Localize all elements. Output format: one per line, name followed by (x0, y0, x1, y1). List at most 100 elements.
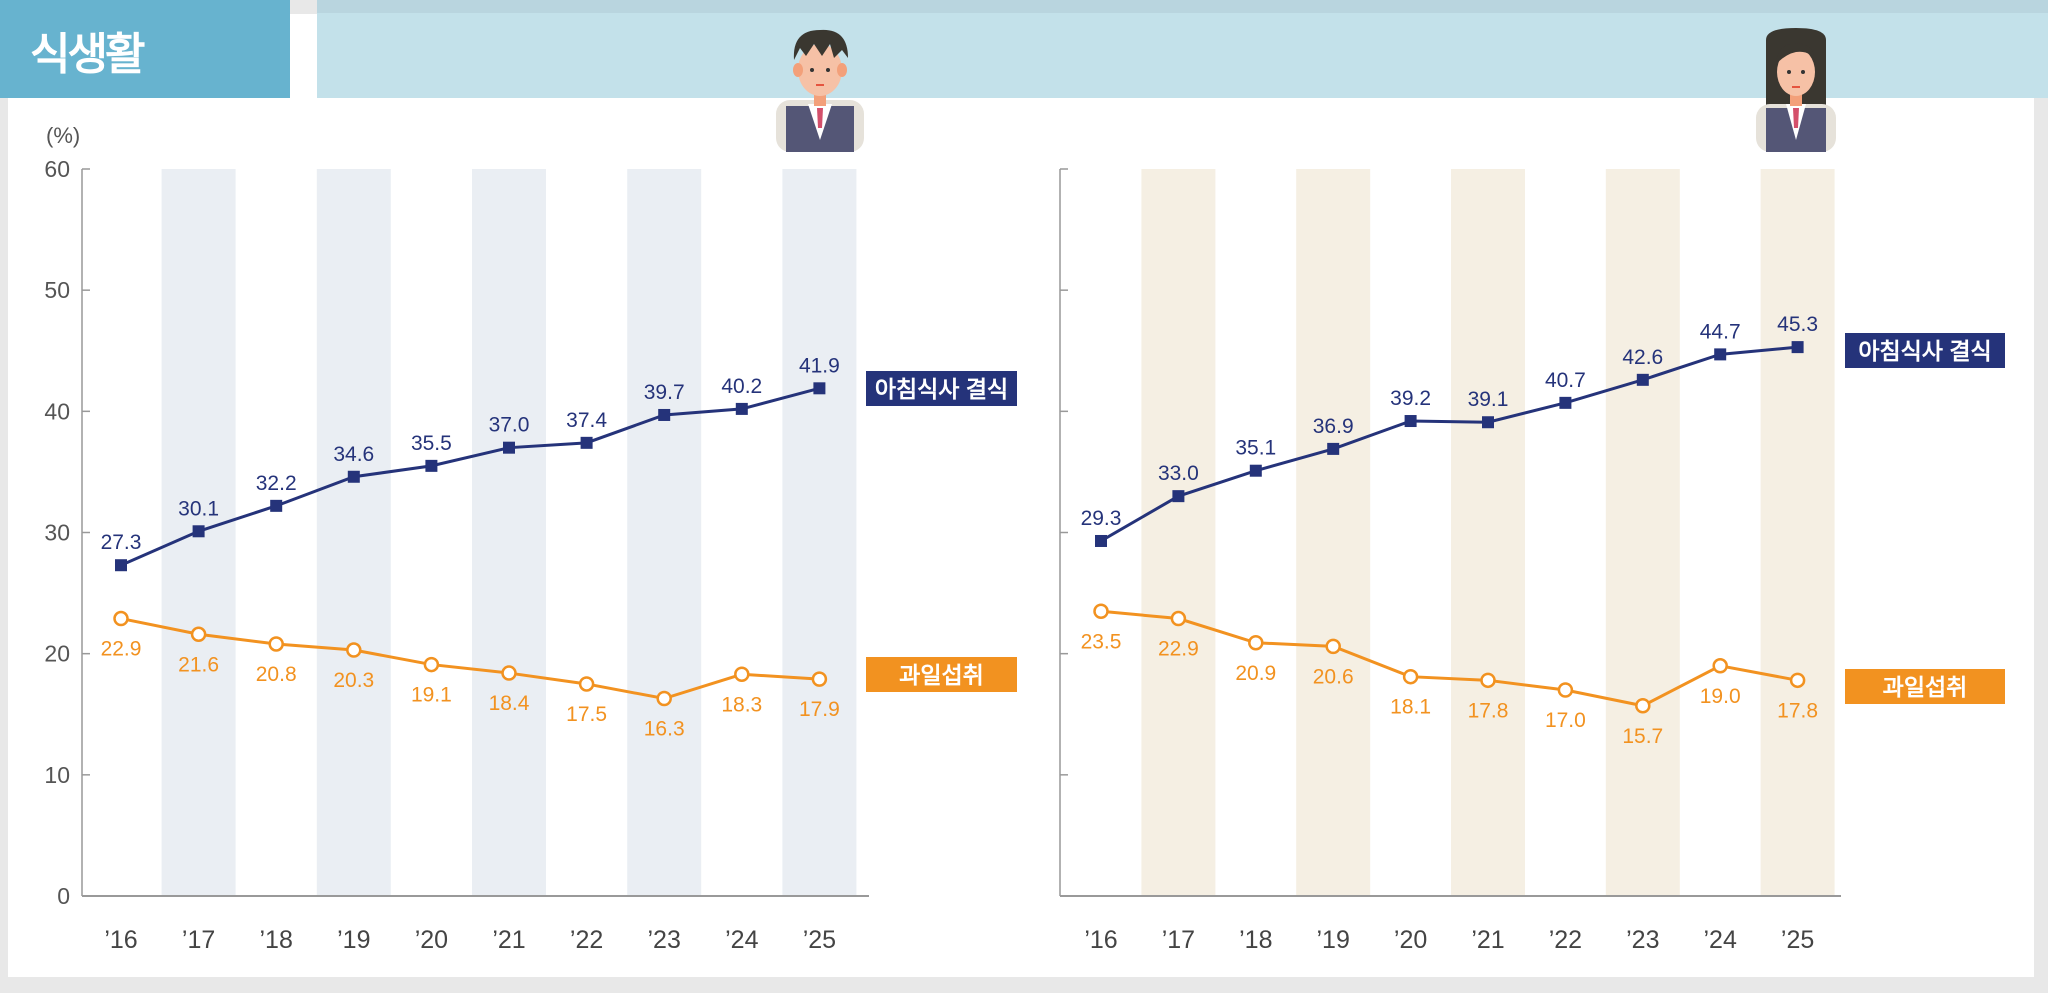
data-label: 20.9 (1235, 662, 1276, 685)
data-label: 17.5 (566, 703, 607, 726)
data-label: 20.8 (256, 663, 297, 686)
y-tick-label: 0 (57, 883, 70, 909)
boy-student-icon (776, 29, 864, 152)
column-band (472, 169, 546, 896)
data-label: 45.3 (1777, 313, 1818, 336)
x-tick-label: ’16 (1084, 926, 1117, 954)
data-label: 17.9 (799, 698, 840, 721)
x-tick-label: ’17 (182, 926, 215, 954)
y-axis-unit: (%) (46, 123, 80, 148)
header-band (317, 0, 2048, 98)
column-band (782, 169, 857, 896)
x-tick-label: ’23 (648, 926, 681, 954)
data-point (1789, 672, 1806, 689)
data-label: 41.9 (799, 354, 840, 377)
data-point (268, 636, 284, 652)
header-gap (290, 0, 317, 14)
data-label: 39.1 (1468, 388, 1509, 411)
data-label: 44.7 (1700, 320, 1741, 343)
data-point (735, 402, 748, 415)
data-label: 17.0 (1545, 709, 1586, 732)
data-point (1559, 396, 1572, 409)
legend-fruit (866, 657, 1017, 692)
data-label: 34.6 (333, 443, 374, 466)
data-point (425, 459, 438, 472)
y-tick-label: 30 (44, 520, 70, 546)
data-label: 37.4 (566, 409, 607, 432)
series-line-fruit (1100, 609, 1798, 708)
x-tick-label: ’25 (1781, 926, 1814, 954)
data-point (1714, 348, 1727, 361)
x-tick-label: ’16 (104, 926, 137, 954)
data-point (1712, 658, 1728, 674)
series-line-breakfast (1100, 345, 1798, 543)
data-point (190, 626, 207, 643)
data-point (347, 470, 360, 483)
data-point (1404, 415, 1417, 428)
y-tick-label: 60 (44, 156, 70, 182)
data-label: 22.9 (101, 638, 142, 661)
data-label: 29.3 (1081, 507, 1122, 530)
data-label: 17.8 (1468, 699, 1509, 722)
data-point (1557, 682, 1574, 698)
x-tick-label: ’21 (492, 926, 525, 954)
frame-right (2034, 98, 2048, 993)
data-point (115, 559, 127, 572)
data-point (1095, 534, 1107, 547)
data-point (1327, 442, 1340, 455)
data-label: 15.7 (1622, 725, 1663, 748)
legend-label: 아침식사 결식 (1858, 338, 1991, 364)
data-label: 23.5 (1081, 630, 1122, 653)
column-band (316, 169, 391, 896)
data-point (1093, 603, 1109, 620)
y-tick-label: 40 (44, 398, 70, 424)
frame-left (0, 98, 8, 993)
data-label: 22.9 (1158, 638, 1199, 661)
data-point (270, 499, 283, 512)
data-point (1249, 464, 1262, 477)
column-band (1451, 169, 1525, 896)
x-tick-label: ’23 (1626, 926, 1659, 954)
data-point (346, 642, 362, 658)
x-tick-label: ’25 (803, 926, 836, 954)
data-label: 21.6 (178, 653, 219, 676)
girl-student-icon (1756, 28, 1836, 152)
column-band (1296, 169, 1371, 896)
data-point (1248, 635, 1264, 651)
column-band (1760, 169, 1835, 896)
data-label: 30.1 (178, 497, 219, 520)
data-point (580, 436, 593, 449)
data-point (113, 610, 129, 627)
data-point (192, 525, 205, 538)
header-strip (317, 0, 2048, 13)
legend-fruit (1845, 669, 2005, 704)
data-label: 33.0 (1158, 462, 1199, 485)
data-label: 37.0 (489, 414, 530, 437)
chart-panel-boy: 0 10 20 30 40 50 60 ’16 ’17 ’18 ’19 ’20 ’21 ’22 ’23 ’24… (44, 156, 1017, 954)
data-label: 39.7 (644, 381, 685, 404)
legend-label: 과일섭취 (899, 662, 984, 688)
data-point (1170, 610, 1187, 627)
data-label: 42.6 (1622, 346, 1663, 369)
data-label: 27.3 (101, 531, 142, 554)
data-point (1482, 416, 1494, 429)
x-tick-label: ’20 (1394, 926, 1427, 954)
data-point (503, 441, 515, 454)
section-header: 식생활 (0, 0, 290, 98)
data-label: 20.3 (333, 669, 374, 692)
data-point (501, 665, 517, 681)
x-tick-label: ’19 (337, 926, 370, 954)
y-tick-label: 50 (44, 277, 70, 303)
data-point (578, 676, 595, 692)
data-point (1480, 672, 1496, 689)
data-point (658, 408, 671, 421)
y-tick-label: 10 (44, 762, 70, 788)
data-point (811, 671, 828, 687)
data-label: 36.9 (1313, 415, 1354, 438)
data-label: 40.7 (1545, 369, 1586, 392)
data-label: 20.6 (1313, 665, 1354, 688)
series-line-breakfast (120, 386, 820, 567)
data-label: 35.5 (411, 432, 452, 455)
data-point (1325, 638, 1341, 655)
